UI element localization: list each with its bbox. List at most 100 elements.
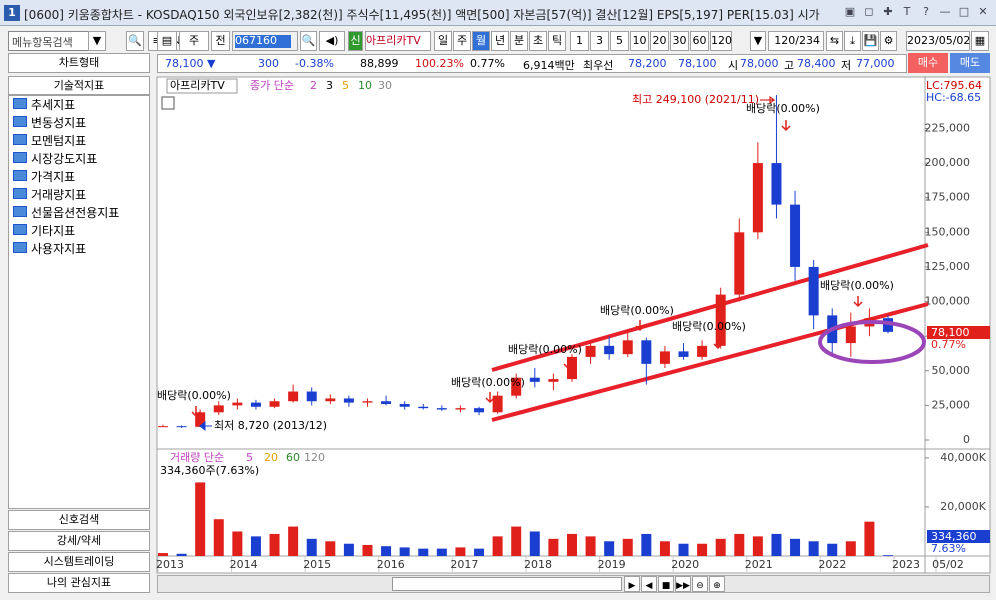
candle-body (474, 408, 485, 413)
period-unit[interactable]: 월 (472, 31, 490, 51)
scroll-control[interactable]: ◀ (641, 576, 657, 592)
tree-item[interactable]: 시장강도지표 (31, 152, 98, 166)
tree-item[interactable]: 변동성지표 (31, 116, 87, 130)
count-button[interactable]: 30 (670, 31, 689, 51)
folder-icon (13, 170, 27, 181)
stock-name[interactable]: 아프리카TV (365, 31, 431, 51)
x-tick-label: 2016 (377, 558, 405, 571)
tool-icon[interactable]: ⇆ (826, 31, 843, 51)
buy-button[interactable]: 매수 (908, 53, 948, 73)
candle-body (343, 398, 354, 403)
last-volume-box (927, 530, 990, 543)
date-input[interactable]: 2023/05/02 (906, 31, 970, 51)
tool-icon[interactable]: ⤓ (844, 31, 861, 51)
scroll-control[interactable]: ⊕ (709, 576, 725, 592)
count-button[interactable]: 120 (710, 31, 732, 51)
window-control[interactable]: ◻ (864, 5, 874, 18)
scroll-thumb[interactable] (392, 577, 622, 591)
count-button[interactable]: 60 (690, 31, 709, 51)
annotation: 배당락(0.00%) (600, 304, 674, 317)
period-unit[interactable]: 주 (453, 31, 471, 51)
volume-bar (195, 482, 206, 556)
lc-label: LC:795.64 (926, 79, 982, 92)
ma-period: 10 (358, 79, 372, 92)
credit-badge[interactable]: 신 (348, 31, 363, 51)
candle-body (250, 402, 261, 407)
x-tick-label: 2015 (303, 558, 331, 571)
volume-bar (622, 538, 633, 556)
date-icon[interactable]: ▦ (971, 31, 989, 51)
window-control[interactable]: □ (958, 5, 970, 18)
window-control[interactable]: ✚ (883, 5, 893, 18)
period-unit[interactable]: 틱 (548, 31, 566, 51)
tree-item[interactable]: 추세지표 (31, 98, 76, 112)
annotation: 최고 249,100 (2021/11) (632, 93, 759, 106)
bar-counter[interactable]: 120/234 (768, 31, 824, 51)
y-tick-label: 20,000K (940, 500, 986, 513)
count-button[interactable]: 10 (630, 31, 649, 51)
tree-item[interactable]: 기타지표 (31, 224, 76, 238)
period-select[interactable]: 주 (179, 31, 209, 51)
window-control[interactable]: ✕ (978, 5, 988, 18)
scroll-control[interactable]: ▶ (624, 576, 640, 592)
annotation: 배당락(0.00%) (820, 279, 894, 292)
volume-bar (771, 533, 782, 556)
volume-caption: 334,360주(7.63%) (160, 464, 259, 477)
chart-type-button[interactable]: 차트형태 (8, 53, 150, 73)
volume-bar (864, 521, 875, 556)
sidebar-icon[interactable]: ▼ (88, 31, 106, 51)
hc-label: HC:-68.65 (926, 91, 981, 104)
count-button[interactable]: 5 (610, 31, 629, 51)
search-icon[interactable]: 🔍 (300, 31, 317, 51)
volume-bar (752, 536, 763, 556)
sidebar-icon[interactable]: 🔍 (126, 31, 144, 51)
tree-item[interactable]: 가격지표 (31, 170, 76, 184)
count-button[interactable]: 1 (570, 31, 589, 51)
window-control[interactable]: ▣ (844, 5, 856, 18)
volume-bar (158, 553, 168, 556)
count-button[interactable]: 20 (650, 31, 669, 51)
annotation-arrow (760, 96, 776, 104)
sidebar-button[interactable]: 나의 관심지표 (8, 573, 150, 593)
sell-button[interactable]: 매도 (950, 53, 990, 73)
scroll-control[interactable]: ▶▶ (675, 576, 691, 592)
window-control[interactable]: — (939, 5, 951, 18)
candle-body (306, 391, 317, 402)
volume-bar (325, 541, 336, 556)
quote-row (157, 54, 907, 73)
y-tick-label: 125,000 (925, 260, 971, 273)
grid-icon[interactable] (161, 96, 175, 110)
tree-item[interactable]: 사용자지표 (31, 242, 87, 256)
annotation: 배당락(0.00%) (508, 343, 582, 356)
annotation-arrow (563, 358, 573, 370)
period-unit[interactable]: 초 (529, 31, 547, 51)
indicator-header[interactable]: 기술적지표 (8, 76, 150, 95)
dropdown[interactable]: ▼ (750, 31, 766, 51)
prev-button[interactable]: 전 (211, 31, 230, 51)
scroll-control[interactable]: ⊖ (692, 576, 708, 592)
quote-field: 300 (258, 57, 279, 70)
code-input[interactable]: 067160 (232, 31, 298, 51)
tree-item[interactable]: 모멘텀지표 (31, 134, 87, 148)
candle-body (678, 351, 689, 357)
search-box[interactable]: 메뉴항목검색 (8, 31, 100, 51)
sidebar-button[interactable]: 강세/약세 (8, 531, 150, 551)
ma-period: 5 (246, 451, 253, 464)
sidebar-button[interactable]: 신호검색 (8, 510, 150, 530)
tree-item[interactable]: 선물옵션전용지표 (31, 206, 120, 220)
tool-icon[interactable]: 💾 (862, 31, 879, 51)
tool-icon[interactable]: ⚙ (880, 31, 897, 51)
period-unit[interactable]: 일 (434, 31, 452, 51)
count-button[interactable]: 3 (590, 31, 609, 51)
candle-body (399, 404, 410, 407)
tree-item[interactable]: 거래량지표 (31, 188, 87, 202)
sidebar-button[interactable]: 시스템트레이딩 (8, 552, 150, 572)
period-unit[interactable]: 년 (491, 31, 509, 51)
chart-icon[interactable]: ▤ (157, 31, 177, 51)
period-unit[interactable]: 분 (510, 31, 528, 51)
scroll-control[interactable]: ■ (658, 576, 674, 592)
window-control[interactable]: ? (923, 5, 929, 18)
candle-body (827, 315, 838, 344)
window-control[interactable]: T (903, 5, 911, 18)
sound-icon[interactable]: ◀) (319, 31, 345, 51)
